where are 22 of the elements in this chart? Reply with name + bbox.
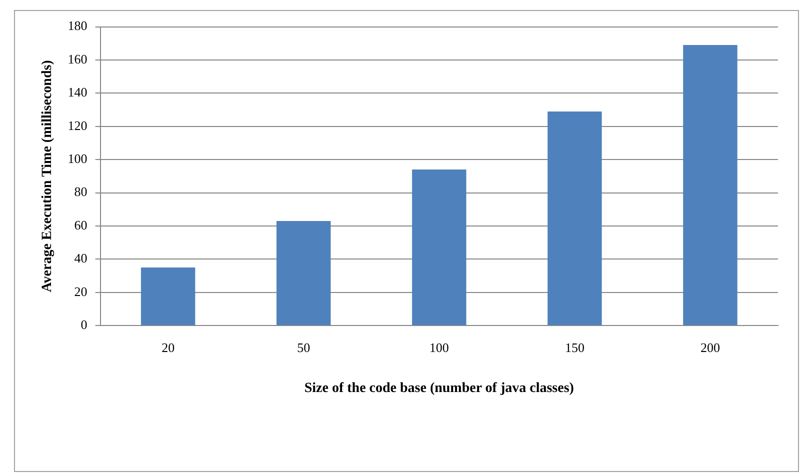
bar (276, 221, 331, 326)
y-tick-label: 140 (68, 84, 88, 100)
y-tick-label: 160 (68, 51, 88, 66)
x-axis-title: Size of the code base (number of java classes) (304, 381, 574, 396)
bar (683, 45, 738, 326)
y-tick-label: 120 (68, 118, 88, 133)
x-tick-label: 100 (429, 340, 449, 355)
y-tick-label: 80 (74, 184, 88, 200)
x-tick-label: 150 (564, 340, 584, 355)
y-tick-label: 20 (74, 284, 88, 299)
y-tick-label: 0 (80, 317, 88, 332)
y-tick-label: 40 (74, 250, 88, 266)
x-tick-label: 20 (162, 340, 175, 355)
bar (412, 170, 466, 326)
y-tick-label: 60 (74, 217, 88, 232)
bar (548, 111, 602, 326)
y-tick-label: 180 (68, 18, 88, 34)
y-axis-title: Average Execution Time (milliseconds) (40, 60, 56, 292)
bar (140, 268, 196, 326)
x-tick-label: 50 (297, 340, 310, 355)
y-tick-label: 100 (68, 151, 88, 166)
x-tick-label: 200 (700, 340, 720, 355)
